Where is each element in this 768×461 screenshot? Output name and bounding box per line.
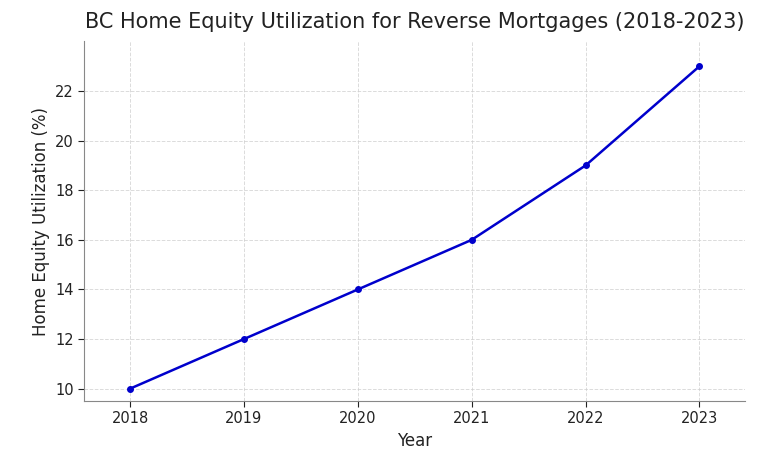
X-axis label: Year: Year <box>397 432 432 450</box>
Title: BC Home Equity Utilization for Reverse Mortgages (2018-2023): BC Home Equity Utilization for Reverse M… <box>85 12 744 32</box>
Y-axis label: Home Equity Utilization (%): Home Equity Utilization (%) <box>31 107 50 336</box>
